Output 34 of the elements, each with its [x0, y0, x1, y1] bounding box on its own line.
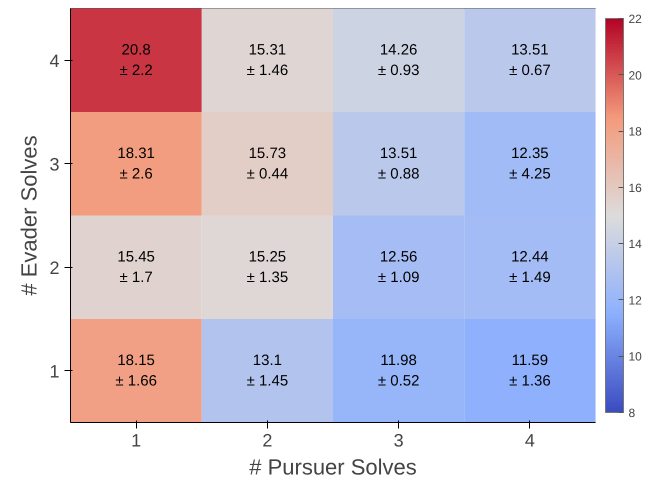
data-label: 13.51 ± 0.67 — [509, 42, 551, 79]
data-label: 12.44 ± 1.49 — [509, 248, 551, 286]
data-label: 13.1 ± 1.45 — [246, 352, 288, 390]
data-label: 11.59 ± 1.36 — [509, 352, 551, 390]
data-label: 15.31 ± 1.46 — [246, 42, 288, 79]
color-bar-label: 8 — [628, 406, 636, 420]
y-tick-label: 2 — [49, 258, 60, 278]
data-label: 18.15 ± 1.66 — [115, 352, 157, 390]
data-label: 13.51 ± 0.88 — [378, 145, 420, 182]
y-tick-label: 1 — [49, 361, 60, 382]
color-bar-label: 14 — [628, 237, 642, 252]
x-tick-label: 2 — [262, 430, 272, 450]
data-label: 14.26 ± 0.93 — [378, 42, 420, 79]
data-label: 18.31 ± 2.6 — [117, 145, 155, 182]
x-tick-label: 1 — [131, 430, 142, 450]
y-tick-label: 3 — [49, 154, 60, 174]
color-bar-label: 16 — [628, 180, 642, 195]
color-bar-label: 12 — [628, 293, 642, 308]
color-bar-label: 18 — [628, 124, 642, 139]
data-label: 20.8 ± 2.2 — [120, 42, 153, 79]
color-bar-label: 10 — [628, 350, 642, 364]
x-tick-label: 4 — [524, 430, 535, 450]
y-tick-label: 4 — [49, 50, 60, 71]
y-axis-title: # Evader Solves — [16, 135, 42, 296]
data-label: 11.98 ± 0.52 — [378, 352, 420, 390]
data-label: 12.35 ± 4.25 — [509, 145, 551, 182]
color-bar-label: 22 — [628, 12, 642, 26]
data-label: 15.25 ± 1.35 — [246, 248, 288, 286]
x-tick-label: 3 — [394, 430, 404, 450]
data-label: 15.73 ± 0.44 — [246, 145, 288, 182]
data-label: 15.45 ± 1.7 — [117, 248, 155, 286]
data-label: 12.56 ± 1.09 — [378, 248, 420, 286]
x-axis-title: # Pursuer Solves — [249, 454, 417, 480]
color-bar-label: 20 — [628, 68, 642, 82]
